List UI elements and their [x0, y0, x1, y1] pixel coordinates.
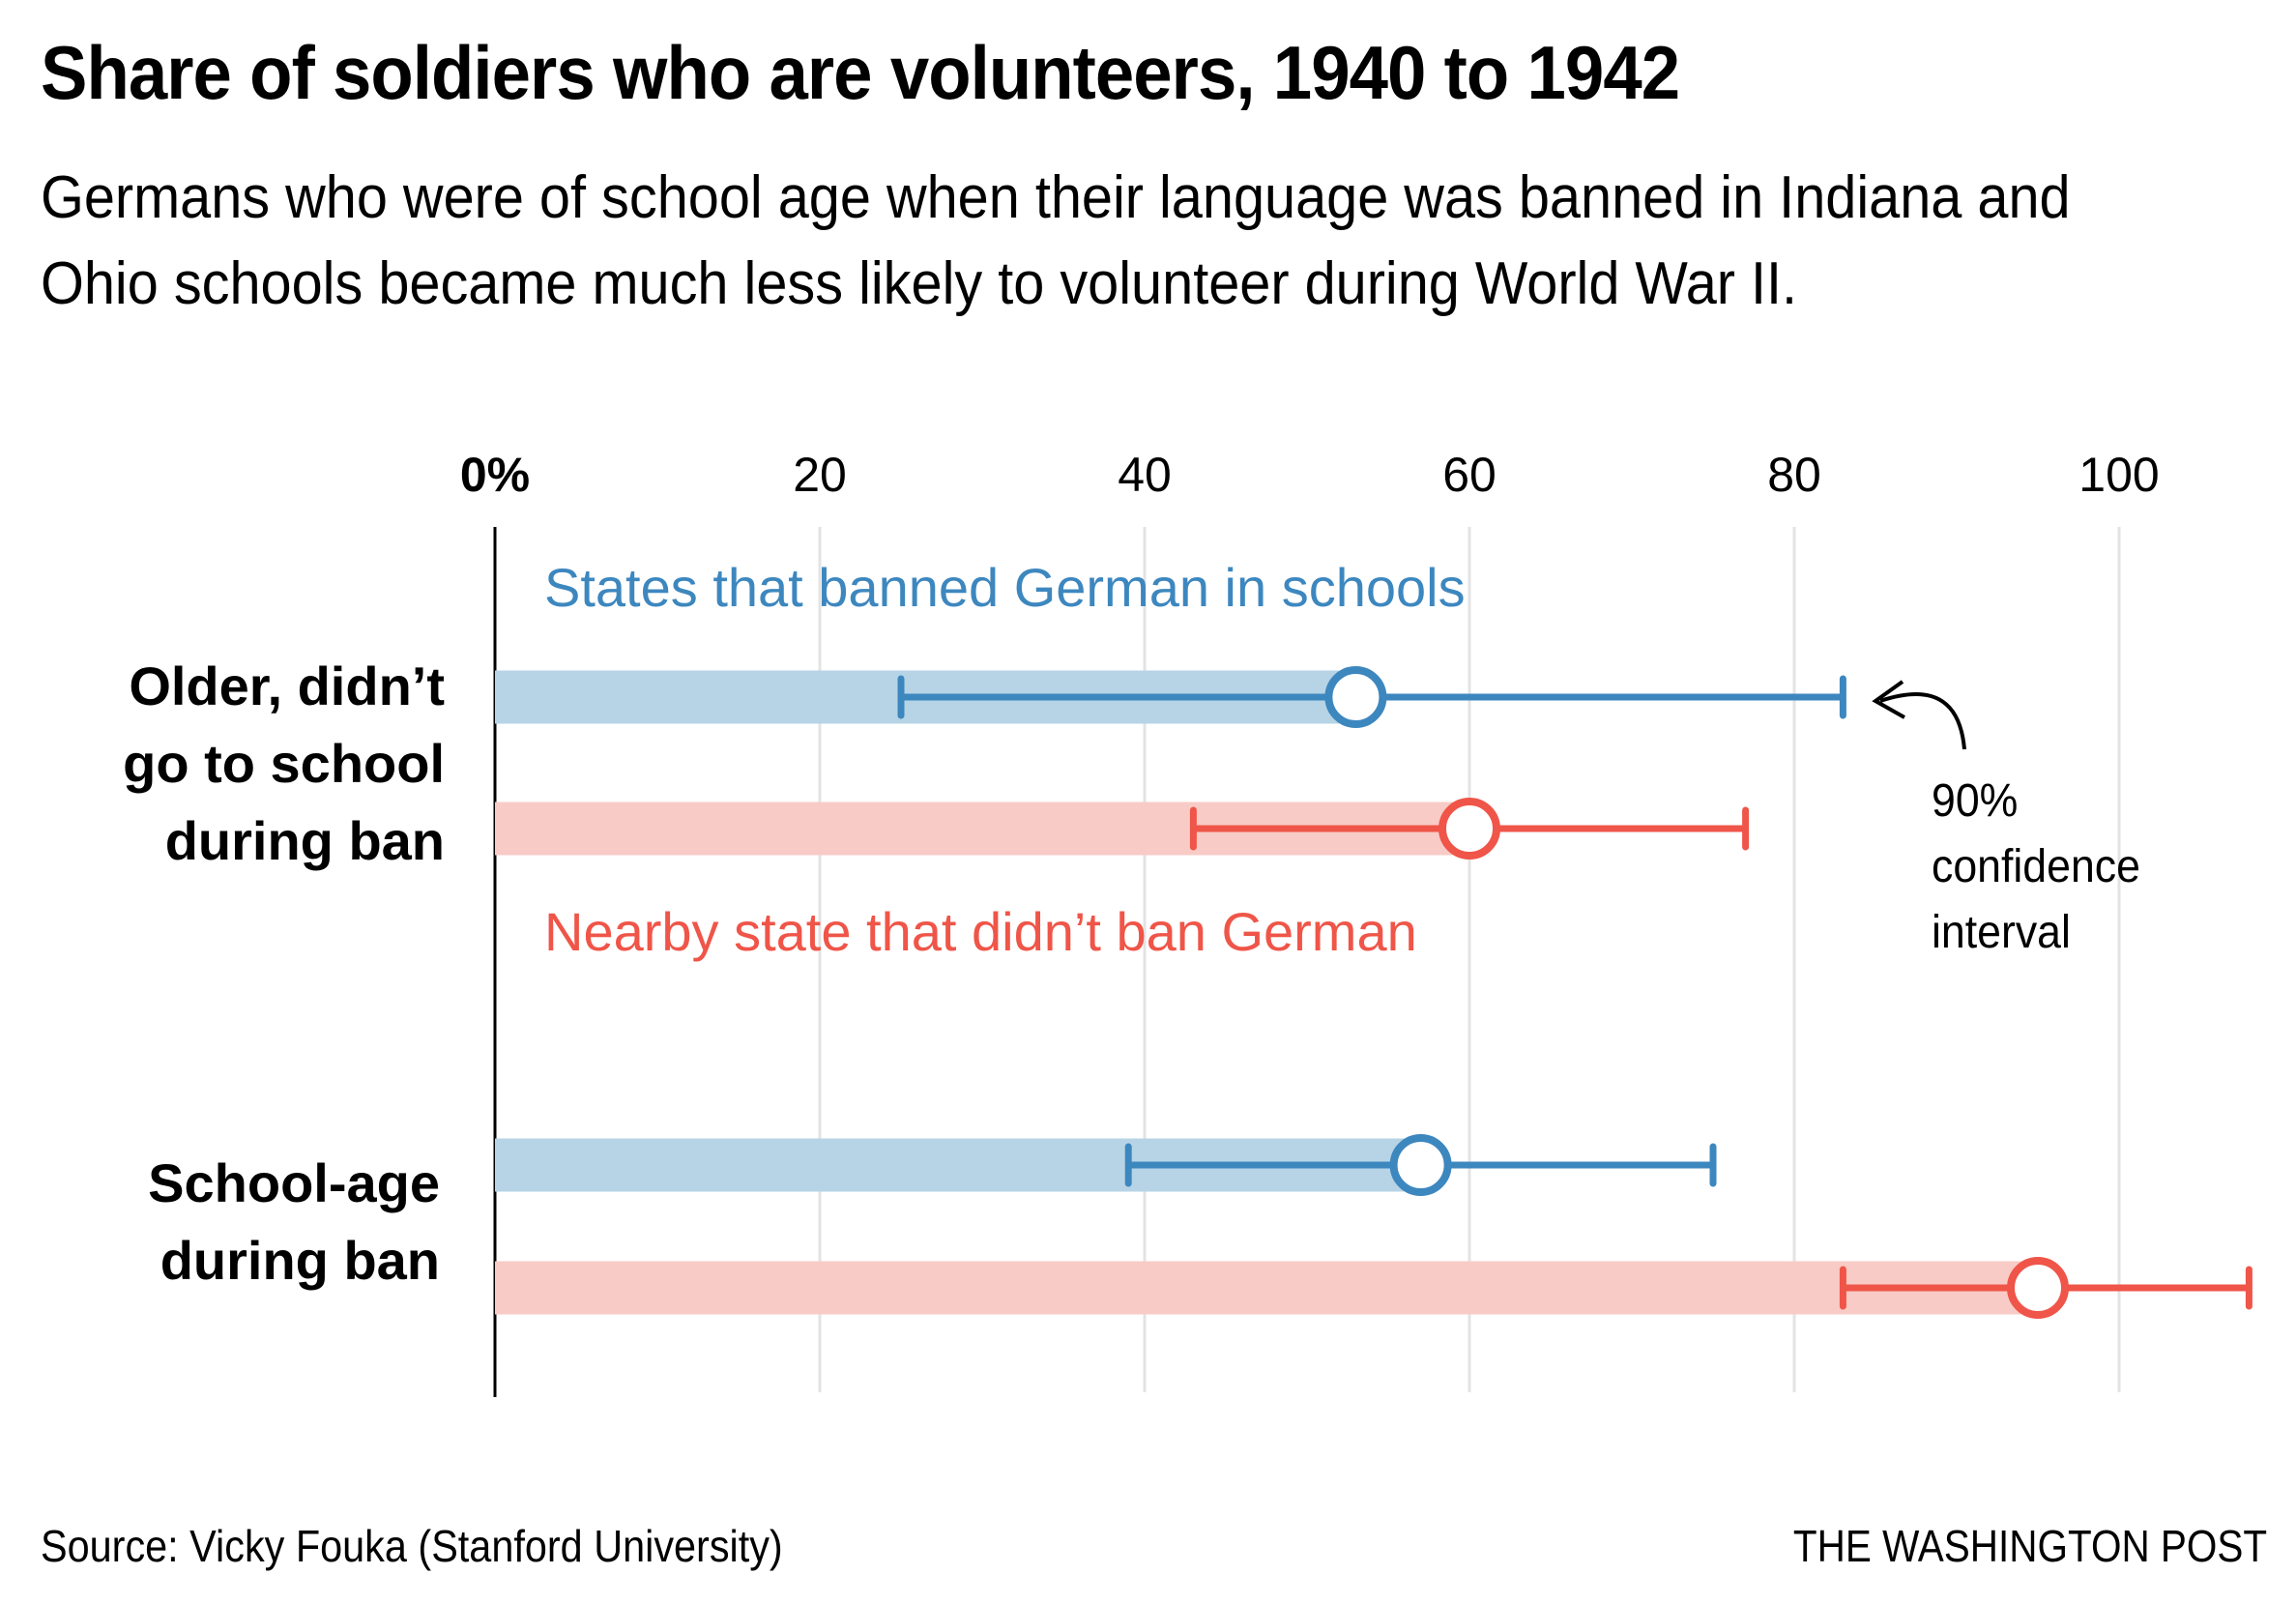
- category-label-older: Older, didn’t go to school during ban: [19, 648, 445, 880]
- x-axis-tick-labels: 0% 20 40 60 80 100: [460, 448, 2160, 502]
- annotation-arrowhead-icon: [1872, 680, 1905, 719]
- point-estimate-marker: [2007, 1257, 2069, 1319]
- annotation-line: interval: [1932, 907, 2071, 958]
- chart-subtitle: Germans who were of school age when thei…: [41, 164, 2071, 317]
- source-credit: Source: Vicky Fouka (Stanford University…: [41, 1521, 783, 1571]
- category-label-line: during ban: [160, 1230, 440, 1291]
- category-label-line: Older, didn’t: [129, 656, 445, 716]
- x-tick-label-60: 60: [1442, 448, 1497, 502]
- annotation-line: confidence: [1932, 841, 2140, 892]
- point-estimate-marker: [1324, 666, 1387, 728]
- confidence-interval-annotation: 90% confidence interval: [1932, 769, 2140, 966]
- annotation-line: 90%: [1932, 775, 2019, 827]
- category-label-line: during ban: [164, 810, 445, 871]
- x-tick-label-40: 40: [1118, 448, 1172, 502]
- annotation-arrow-icon: [1879, 692, 1966, 750]
- data-point-group-banned-cat0: [495, 666, 1846, 728]
- data-point-group-not-banned-cat0: [495, 798, 1750, 860]
- chart-marks: [495, 666, 2252, 1319]
- bar: [495, 1261, 2038, 1315]
- x-tick-label-20: 20: [793, 448, 847, 502]
- data-point-group-banned-cat1: [495, 1134, 1717, 1196]
- category-label-line: go to school: [123, 733, 445, 794]
- chart-title: Share of soldiers who are volunteers, 19…: [41, 30, 1680, 115]
- x-tick-label-100: 100: [2078, 448, 2159, 502]
- x-tick-label-80: 80: [1767, 448, 1821, 502]
- category-label-line: School-age: [148, 1152, 440, 1213]
- legend-banned-states: States that banned German in schools: [544, 557, 1466, 618]
- point-estimate-marker: [1389, 1134, 1452, 1196]
- data-point-group-not-banned-cat1: [495, 1257, 2252, 1319]
- category-label-school-age: School-age during ban: [15, 1145, 440, 1299]
- point-estimate-marker: [1439, 798, 1500, 860]
- publisher-logo: THE WASHINGTON POST: [1792, 1521, 2267, 1571]
- legend-nearby-state: Nearby state that didn’t ban German: [544, 901, 1417, 962]
- x-tick-label-0: 0%: [460, 448, 530, 502]
